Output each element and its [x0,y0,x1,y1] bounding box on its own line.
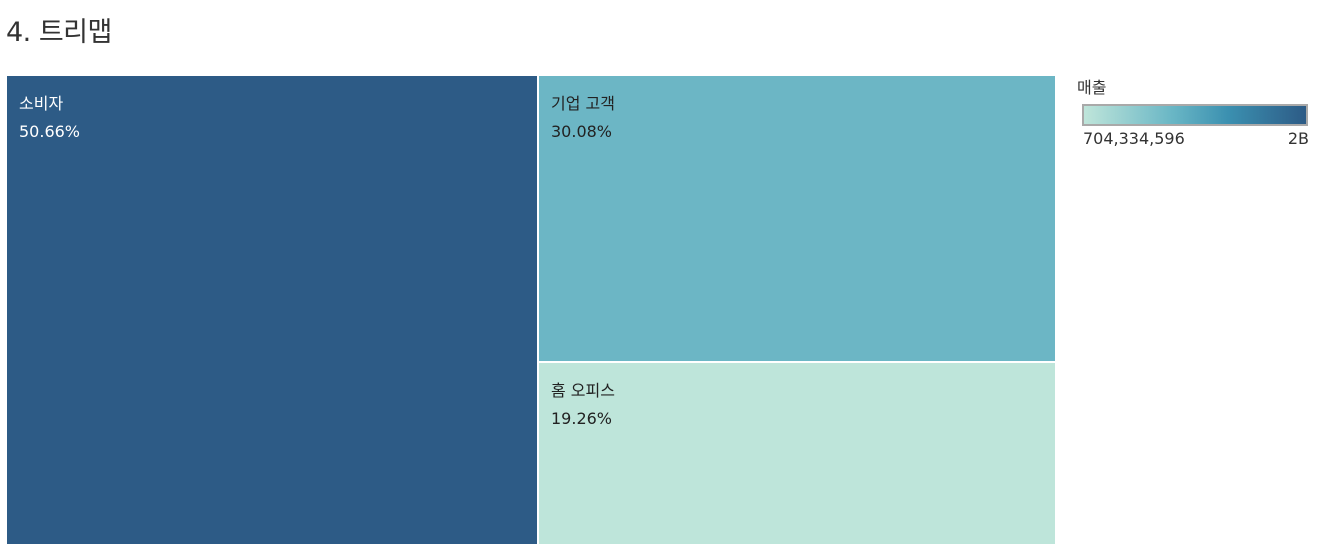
treemap-tile-label: 홈 오피스 [551,381,615,400]
legend-min-label: 704,334,596 [1083,129,1185,148]
treemap-tile-value: 50.66% [19,122,81,141]
treemap-tile-value: 19.26% [551,409,613,428]
legend-max-label: 2B [1287,129,1309,148]
legend-ticks: 704,334,596 2B [1083,126,1309,152]
legend-title: 매출 [1077,78,1107,97]
treemap-tile-label: 소비자 [19,94,64,113]
treemap-chart: 소비자 50.66% 기업 고객 30.08% 홈 오피스 19.26% [6,75,1056,545]
legend-gradient-bar [1082,104,1308,126]
treemap-tile[interactable]: 소비자 50.66% [6,75,538,545]
treemap-tile[interactable]: 홈 오피스 19.26% [538,362,1056,545]
treemap-tile[interactable]: 기업 고객 30.08% [538,75,1056,362]
treemap-tile-label: 기업 고객 [551,94,615,113]
treemap-tile-value: 30.08% [551,122,613,141]
page-title: 4. 트리맵 [6,17,112,48]
color-legend: 매출 704,334,596 2B [1077,78,1312,152]
